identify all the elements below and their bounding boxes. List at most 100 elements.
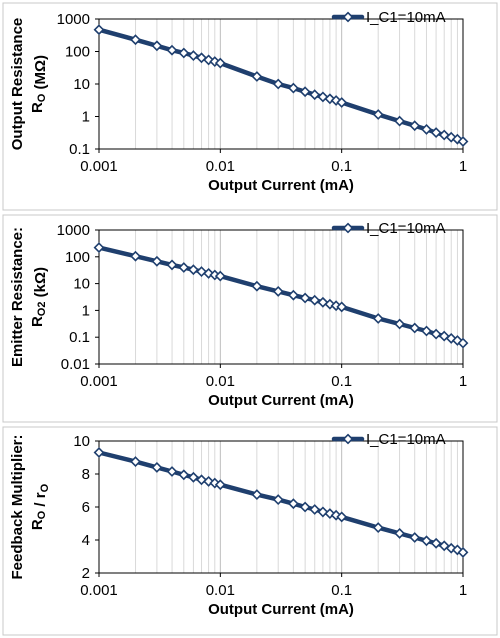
data-point-marker xyxy=(421,325,432,337)
data-point-marker xyxy=(445,332,457,344)
data-point-marker xyxy=(457,136,469,147)
data-point-marker xyxy=(151,255,163,267)
data-point-marker xyxy=(394,115,406,127)
data-point-marker xyxy=(178,469,190,481)
data-point-marker xyxy=(430,328,442,340)
x-tick-label: 0.1 xyxy=(331,158,352,175)
data-point-marker xyxy=(309,89,321,101)
data-point-marker xyxy=(430,537,442,549)
data-point-marker xyxy=(151,461,163,473)
y-tick-label: 0.1 xyxy=(69,141,90,158)
data-point-marker xyxy=(430,127,442,139)
plot-area-frame xyxy=(98,229,464,365)
label-text: / r xyxy=(32,492,49,511)
x-tick-label: 1 xyxy=(459,373,467,390)
data-point-marker xyxy=(209,477,221,489)
data-point-marker xyxy=(299,86,311,98)
label-text: (kΩ) xyxy=(32,267,49,302)
data-point-marker xyxy=(299,292,311,304)
x-tick-label: 1 xyxy=(459,158,467,175)
data-point-marker xyxy=(187,50,199,62)
data-point-marker xyxy=(451,335,463,346)
series-line xyxy=(96,450,466,555)
y-tick-label: 6 xyxy=(82,499,90,516)
y-tick-label: 2 xyxy=(82,565,90,582)
data-point-marker xyxy=(251,489,263,501)
data-point-marker xyxy=(214,57,226,69)
data-point-marker xyxy=(130,250,141,262)
series-line xyxy=(96,245,466,346)
y-axis-title-line-2: RO (MΩ) xyxy=(29,55,49,113)
data-point-marker xyxy=(309,504,321,515)
data-point-marker xyxy=(251,280,263,292)
legend-label: I_C1=10mA xyxy=(366,9,446,26)
y-tick-label: 8 xyxy=(82,466,90,483)
x-axis-title: Output Current (mA) xyxy=(208,392,354,409)
x-tick-label: 0.01 xyxy=(206,582,235,599)
data-point-marker xyxy=(166,44,178,56)
label-text: (MΩ) xyxy=(32,55,49,94)
data-point-marker xyxy=(93,242,105,254)
data-point-marker xyxy=(336,301,348,313)
legend-marker xyxy=(342,433,354,445)
data-point-marker xyxy=(324,93,336,105)
y-tick-label: 10 xyxy=(73,276,90,293)
data-point-marker xyxy=(287,82,299,94)
data-point-marker xyxy=(187,471,199,483)
data-point-marker xyxy=(203,267,215,279)
data-point-marker xyxy=(130,456,141,468)
y-axis-title-line-2: RO2 (kΩ) xyxy=(29,267,49,327)
data-point-marker xyxy=(394,527,406,539)
label-text: R xyxy=(29,519,46,530)
data-point-marker xyxy=(130,34,141,46)
legend-label: I_C1=10mA xyxy=(366,220,446,237)
data-point-marker xyxy=(196,474,207,486)
data-point-marker xyxy=(421,123,432,135)
data-point-marker xyxy=(272,78,284,90)
data-point-marker xyxy=(287,289,299,301)
data-point-marker xyxy=(214,270,226,282)
data-point-marker xyxy=(317,91,329,103)
data-point-marker xyxy=(166,466,178,477)
data-point-marker xyxy=(166,259,178,271)
data-point-marker xyxy=(317,506,329,518)
data-point-marker xyxy=(409,120,421,132)
y-tick-label: 1 xyxy=(82,109,90,126)
label-text: Feedback Multiplier: xyxy=(9,434,26,579)
y-tick-label: 10 xyxy=(73,76,90,93)
data-point-marker xyxy=(421,535,432,547)
data-point-marker xyxy=(394,318,406,330)
x-tick-label: 0.001 xyxy=(80,582,118,599)
data-point-marker xyxy=(178,47,190,59)
label-subscript: O2 xyxy=(36,302,48,317)
x-tick-label: 0.1 xyxy=(331,373,352,390)
data-point-marker xyxy=(409,322,421,334)
data-point-marker xyxy=(251,71,263,82)
x-tick-label: 0.01 xyxy=(206,158,235,175)
plot-area-bg xyxy=(99,230,463,364)
legend-label: I_C1=10mA xyxy=(366,431,446,448)
data-point-marker xyxy=(214,479,226,491)
x-tick-label: 0.001 xyxy=(80,373,118,390)
data-point-marker xyxy=(187,264,199,276)
y-axis-title-line-1: Feedback Multiplier: xyxy=(9,434,26,579)
label-subscript: O xyxy=(36,510,48,519)
data-point-marker xyxy=(272,285,284,297)
label-subscript: O xyxy=(36,93,48,102)
label-text: Emitter Resistance: xyxy=(9,227,26,367)
x-tick-label: 0.1 xyxy=(331,582,352,599)
data-point-marker xyxy=(93,24,105,36)
x-axis-title: Output Current (mA) xyxy=(208,601,354,618)
data-point-marker xyxy=(287,498,299,510)
x-tick-label: 0.001 xyxy=(80,158,118,175)
y-tick-label: 0.01 xyxy=(61,356,90,373)
y-tick-label: 1000 xyxy=(57,222,90,239)
data-point-marker xyxy=(151,40,163,52)
data-point-marker xyxy=(203,475,215,487)
y-tick-label: 100 xyxy=(65,249,90,266)
x-tick-label: 1 xyxy=(459,582,467,599)
data-point-marker xyxy=(299,501,311,513)
data-point-marker xyxy=(336,97,348,108)
